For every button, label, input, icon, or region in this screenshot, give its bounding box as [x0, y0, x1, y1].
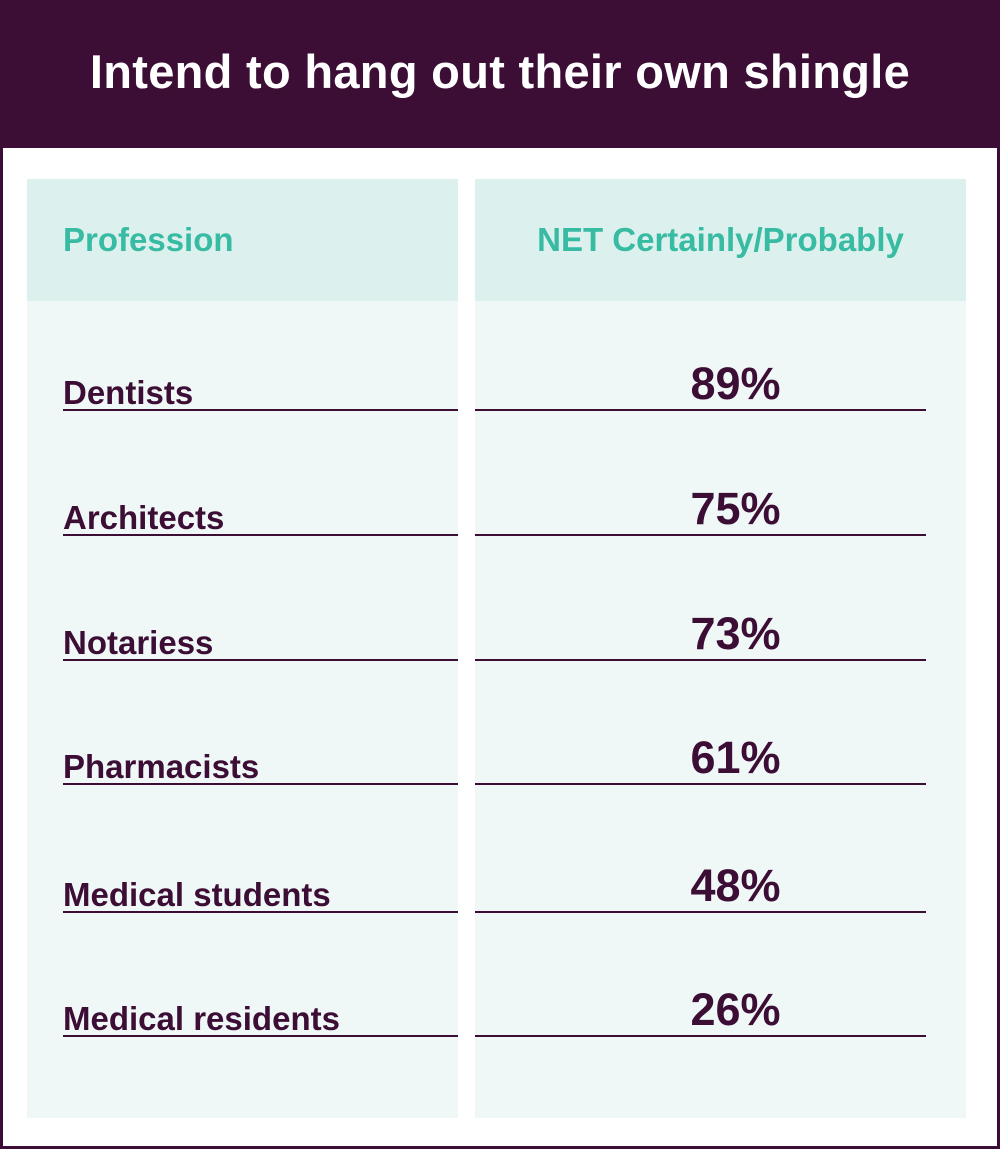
row-divider: [475, 409, 926, 411]
row-divider: [63, 911, 458, 913]
title-bar: Intend to hang out their own shingle: [0, 0, 1000, 148]
row-value: 89%: [690, 358, 781, 409]
row-divider: [63, 534, 458, 536]
row-value: 26%: [690, 984, 781, 1035]
profession-column: [27, 179, 458, 1118]
row-value: 61%: [690, 732, 781, 783]
row-divider: [475, 534, 926, 536]
row-divider: [475, 1035, 926, 1037]
row-divider: [63, 1035, 458, 1037]
row-label: Dentists: [63, 374, 194, 411]
row-label: Notariess: [63, 624, 214, 661]
row-label: Pharmacists: [63, 748, 260, 785]
row-label: Medical residents: [63, 1000, 340, 1037]
row-divider: [63, 409, 458, 411]
row-divider: [63, 783, 458, 785]
row-value: 48%: [690, 860, 781, 911]
row-divider: [63, 659, 458, 661]
chart-title: Intend to hang out their own shingle: [89, 44, 911, 98]
value-column: [475, 179, 966, 1118]
column-header-net: NET Certainly/Probably: [537, 221, 904, 258]
row-value: 75%: [690, 483, 781, 534]
row-divider: [475, 659, 926, 661]
column-header-profession: Profession: [63, 221, 234, 258]
row-divider: [475, 911, 926, 913]
value-column-header-bg: [475, 179, 966, 301]
profession-column-header-bg: [27, 179, 458, 301]
row-label: Medical students: [63, 876, 331, 913]
row-label: Architects: [63, 499, 225, 536]
row-value: 73%: [690, 608, 781, 659]
row-divider: [475, 783, 926, 785]
